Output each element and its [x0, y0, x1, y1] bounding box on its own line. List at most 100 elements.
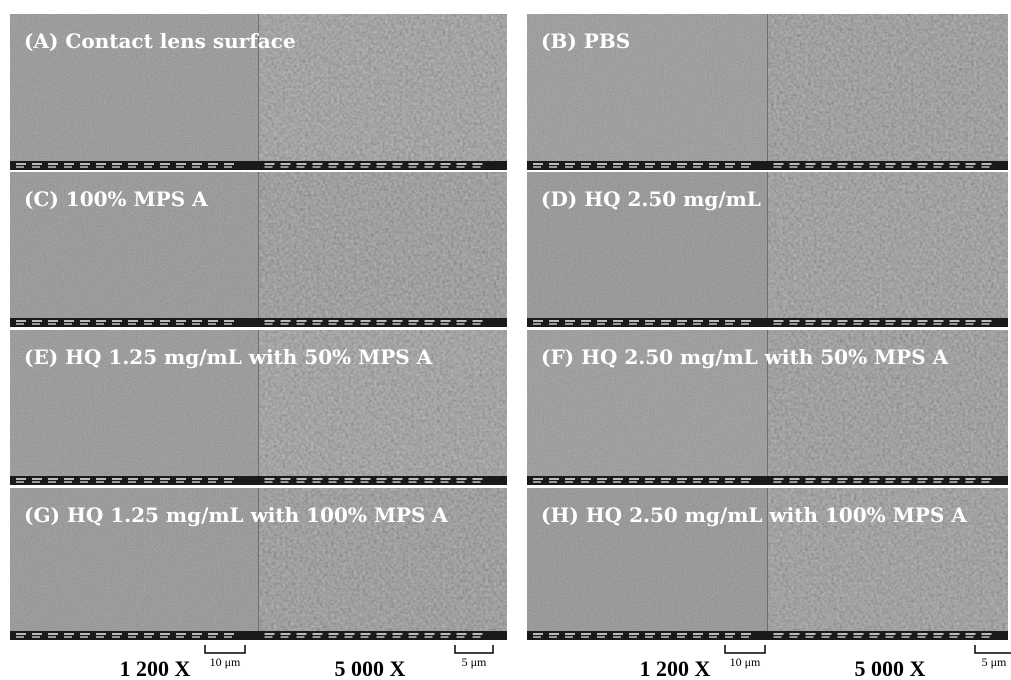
info-glyph [48, 163, 58, 165]
info-glyph [345, 633, 355, 635]
info-glyph [629, 166, 637, 168]
info-glyph [297, 481, 305, 483]
info-glyph [144, 478, 154, 480]
info-glyph [549, 636, 557, 638]
info-glyph [918, 478, 928, 480]
info-glyph [581, 166, 589, 168]
info-glyph [549, 481, 557, 483]
info-glyph [950, 633, 960, 635]
info-glyph [224, 320, 234, 322]
info-glyph [774, 633, 784, 635]
info-bar [527, 161, 1008, 170]
info-glyph [902, 481, 910, 483]
info-glyph [64, 323, 72, 325]
info-glyph [549, 320, 559, 322]
info-glyph [886, 163, 896, 165]
info-glyph [361, 478, 371, 480]
info-glyph [918, 633, 928, 635]
info-glyph [160, 320, 170, 322]
info-glyph [64, 636, 72, 638]
info-glyph [902, 633, 912, 635]
info-glyph [677, 320, 687, 322]
info-glyph [361, 163, 371, 165]
info-glyph [838, 320, 848, 322]
info-glyph [441, 163, 451, 165]
info-glyph [48, 633, 58, 635]
info-glyph [64, 166, 72, 168]
info-glyph [176, 163, 186, 165]
info-glyph [160, 481, 168, 483]
info-glyph [265, 166, 273, 168]
info-glyph [774, 636, 782, 638]
info-glyph [533, 166, 541, 168]
info-glyph [96, 478, 106, 480]
info-glyph [32, 481, 40, 483]
magnification: 5 000 X [335, 656, 406, 680]
info-glyph [565, 633, 575, 635]
info-glyph [838, 163, 848, 165]
info-glyph [934, 320, 944, 322]
info-glyph [934, 478, 944, 480]
info-glyph [741, 633, 751, 635]
info-glyph [806, 320, 816, 322]
info-glyph [966, 163, 976, 165]
info-glyph [208, 481, 216, 483]
info-glyph [581, 633, 591, 635]
info-glyph [870, 633, 880, 635]
sem-panel: (D) HQ 2.50 mg/mL [527, 172, 1008, 327]
info-glyph [822, 320, 832, 322]
texture [768, 172, 1009, 327]
info-glyph [224, 478, 234, 480]
info-glyph [693, 481, 701, 483]
info-glyph [838, 633, 848, 635]
info-glyph [393, 633, 403, 635]
info-glyph [709, 320, 719, 322]
info-glyph [297, 163, 307, 165]
info-glyph [192, 320, 202, 322]
info-glyph [192, 636, 200, 638]
info-bar [10, 631, 507, 640]
scale-bar [725, 645, 765, 653]
scale-bar [975, 645, 1011, 653]
panel-label: (A) Contact lens surface [24, 29, 296, 53]
info-glyph [886, 166, 894, 168]
info-glyph [16, 323, 24, 325]
info-glyph [393, 481, 401, 483]
info-glyph [966, 481, 974, 483]
info-glyph [297, 636, 305, 638]
info-glyph [806, 478, 816, 480]
info-glyph [361, 323, 369, 325]
info-glyph [597, 323, 605, 325]
info-glyph [629, 320, 639, 322]
info-glyph [645, 636, 653, 638]
info-glyph [16, 478, 26, 480]
info-glyph [966, 636, 974, 638]
info-glyph [677, 166, 685, 168]
info-glyph [581, 320, 591, 322]
info-bar [10, 318, 507, 327]
sem-panel: (F) HQ 2.50 mg/mL with 50% MPS A [527, 330, 1008, 485]
scale-label: 5 μm [982, 655, 1007, 669]
info-glyph [425, 163, 435, 165]
info-glyph [393, 323, 401, 325]
info-glyph [48, 478, 58, 480]
info-glyph [441, 636, 449, 638]
info-glyph [966, 633, 976, 635]
info-glyph [774, 166, 782, 168]
info-glyph [725, 478, 735, 480]
info-glyph [693, 323, 701, 325]
info-glyph [581, 481, 589, 483]
info-glyph [645, 166, 653, 168]
info-glyph [192, 323, 200, 325]
info-glyph [377, 636, 385, 638]
info-glyph [950, 163, 960, 165]
info-glyph [790, 636, 798, 638]
info-glyph [112, 636, 120, 638]
info-glyph [224, 636, 232, 638]
info-glyph [192, 166, 200, 168]
info-glyph [982, 633, 992, 635]
info-glyph [361, 320, 371, 322]
info-glyph [281, 636, 289, 638]
info-glyph [96, 323, 104, 325]
info-glyph [473, 636, 481, 638]
